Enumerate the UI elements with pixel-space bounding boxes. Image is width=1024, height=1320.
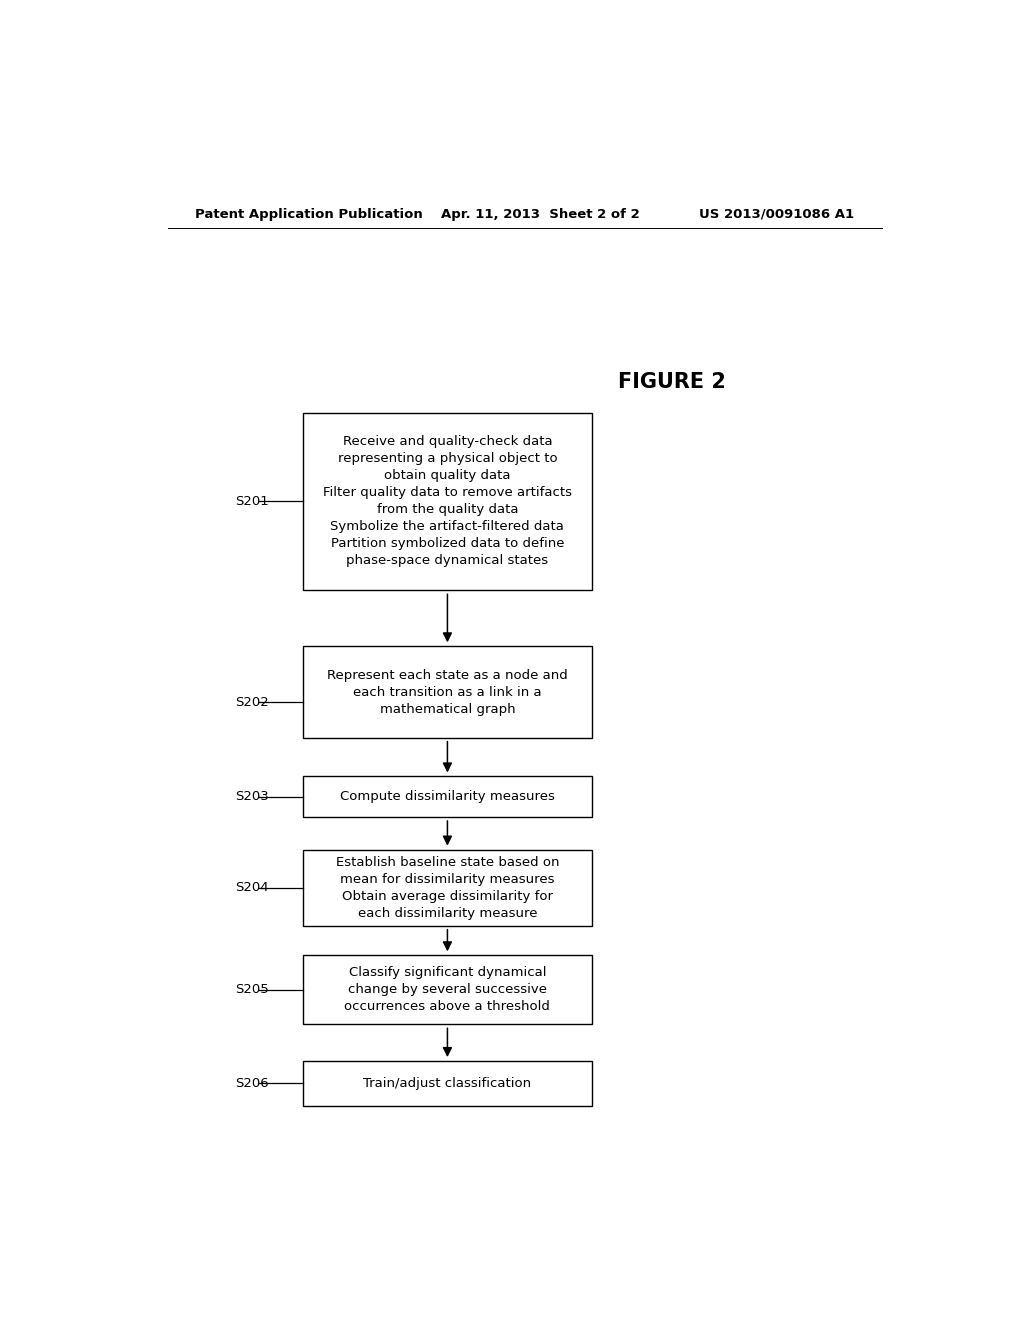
Bar [303, 1061, 592, 1106]
Text: Establish baseline state based on
mean for dissimilarity measures
Obtain average: Establish baseline state based on mean f… [336, 855, 559, 920]
Bar [303, 776, 592, 817]
Text: FIGURE 2: FIGURE 2 [617, 372, 726, 392]
Text: S201: S201 [236, 495, 269, 508]
Text: US 2013/0091086 A1: US 2013/0091086 A1 [699, 207, 854, 220]
Text: Classify significant dynamical
change by several successive
occurrences above a : Classify significant dynamical change by… [344, 966, 550, 1014]
Bar [303, 413, 592, 590]
Text: S204: S204 [236, 882, 268, 894]
Text: Compute dissimilarity measures: Compute dissimilarity measures [340, 791, 555, 803]
Bar [303, 647, 592, 738]
Text: Receive and quality-check data
representing a physical object to
obtain quality : Receive and quality-check data represent… [323, 436, 572, 568]
Text: S202: S202 [236, 696, 269, 709]
Text: Train/adjust classification: Train/adjust classification [364, 1077, 531, 1090]
Text: Represent each state as a node and
each transition as a link in a
mathematical g: Represent each state as a node and each … [327, 668, 567, 715]
Bar [303, 850, 592, 925]
Text: Apr. 11, 2013  Sheet 2 of 2: Apr. 11, 2013 Sheet 2 of 2 [441, 207, 640, 220]
Bar [303, 956, 592, 1024]
Text: S206: S206 [236, 1077, 268, 1090]
Text: S205: S205 [236, 983, 269, 997]
Text: Patent Application Publication: Patent Application Publication [196, 207, 423, 220]
Text: S203: S203 [236, 791, 269, 803]
